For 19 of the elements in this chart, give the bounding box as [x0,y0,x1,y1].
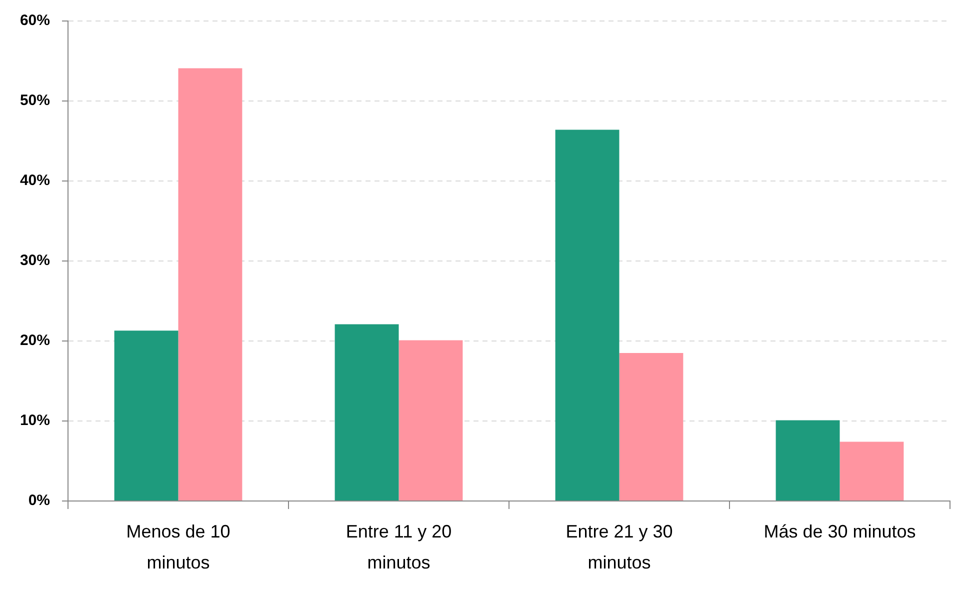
bar [776,420,840,500]
y-tick-label: 60% [20,12,50,30]
bar [619,353,684,500]
bar [398,340,463,500]
bar [334,324,399,500]
x-tick-label: Menos de 10 minutos [126,521,230,572]
x-tick-label: Entre 21 y 30 minutos [566,521,673,572]
x-tick-label: Entre 11 y 20 minutos [346,521,452,572]
y-tick-label: 10% [20,412,50,430]
y-tick-label: 30% [20,252,50,270]
x-tick-label: Más de 30 minutos [764,521,916,542]
y-tick-label: 20% [20,332,50,350]
bar [555,130,620,500]
y-tick-label: 40% [20,172,50,190]
bar [178,68,242,500]
bar [114,330,178,500]
y-tick-label: 0% [28,492,50,510]
y-tick-label: 50% [20,92,50,110]
bar [840,442,904,500]
